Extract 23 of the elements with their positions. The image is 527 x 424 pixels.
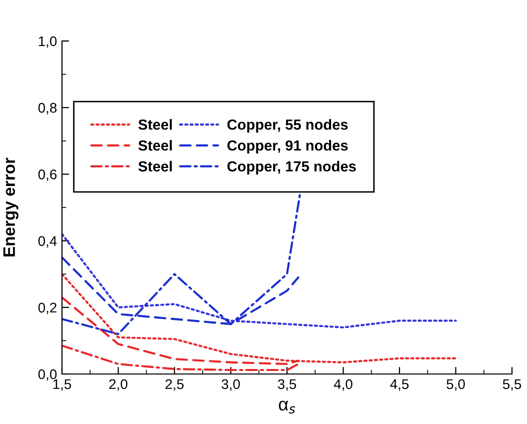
legend-label: Copper, 55 nodes	[227, 119, 348, 133]
y-tick-label: 0,2	[38, 302, 56, 314]
x-tick-label: 2,0	[109, 379, 128, 391]
x-tick-label: 4,0	[334, 379, 352, 391]
y-tick-label: 0,8	[38, 102, 57, 114]
legend-label: Copper, 175 nodes	[227, 160, 356, 174]
x-tick-label: 2,5	[166, 379, 184, 391]
y-tick-label: 0,4	[38, 236, 57, 248]
x-tick-label: 5,0	[446, 379, 465, 391]
x-axis-title: α$_{s}$	[278, 400, 296, 414]
legend-label: Steel	[138, 140, 172, 151]
x-tick-label: 5,5	[502, 379, 522, 391]
legend-label: Steel	[138, 160, 172, 172]
y-axis-title: Energy error	[3, 158, 18, 256]
legend-label: Steel	[138, 119, 172, 130]
y-tick-label: 0,0	[38, 369, 57, 381]
legend-label: Copper, 91 nodes	[227, 140, 348, 154]
x-tick-label: 3,0	[222, 379, 240, 391]
x-tick-label: 1,5	[53, 379, 72, 391]
y-tick-label: 0,6	[38, 170, 57, 182]
y-tick-label: 1,0	[38, 36, 57, 48]
x-tick-label: 3,5	[278, 379, 296, 391]
x-tick-label: 4,5	[390, 379, 409, 391]
